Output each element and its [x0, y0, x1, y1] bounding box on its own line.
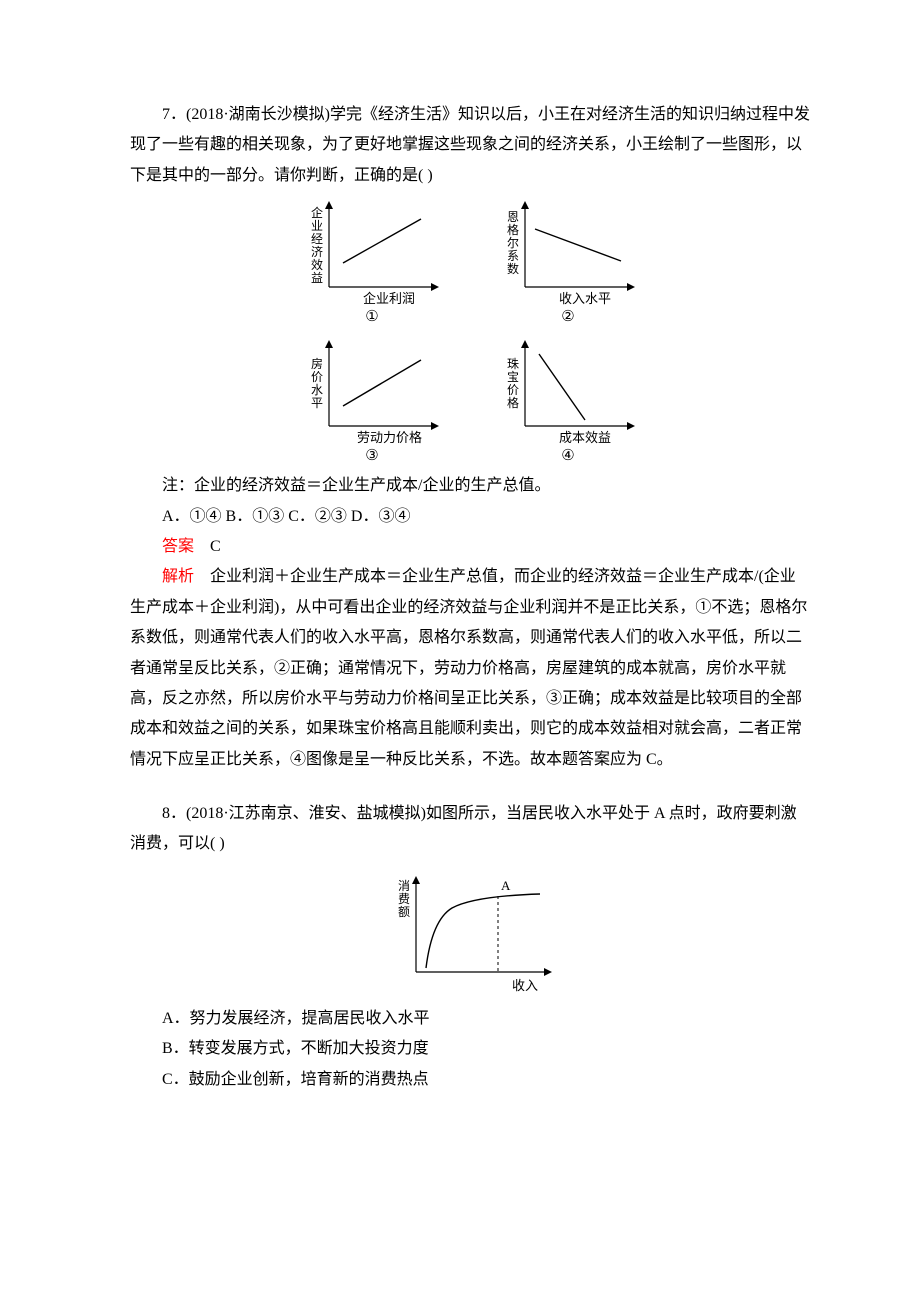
q7-c3-ylabel: 房价水平: [311, 356, 323, 410]
spacer: [130, 775, 810, 799]
q7-answer: C: [210, 538, 221, 555]
q7-chart-4: 珠宝价格 成本效益 ④: [488, 334, 648, 467]
page: 7．(2018·湖南长沙模拟)学完《经济生活》知识以后，小王在对经济生活的知识归…: [0, 0, 920, 1302]
q7-c3-xlabel: 劳动力价格: [357, 430, 422, 445]
q7-explain-text: 企业利润＋企业生产成本＝企业生产总值，而企业的经济效益＝企业生产成本/(企业生产…: [130, 568, 807, 767]
q7-c2-sub: ②: [561, 307, 574, 328]
q7-chart-3: 房价水平 劳动力价格 ③: [292, 334, 452, 467]
q7-stem: 7．(2018·湖南长沙模拟)学完《经济生活》知识以后，小王在对经济生活的知识归…: [130, 100, 810, 191]
q7-answer-line: 答案 C: [130, 532, 810, 562]
q8-optB: B．转变发展方式，不断加大投资力度: [130, 1034, 810, 1064]
q8-optA: A．努力发展经济，提高居民收入水平: [130, 1004, 810, 1034]
q8-xlabel: 收入: [512, 978, 538, 993]
q7-c3-sub: ③: [365, 446, 378, 467]
q7-note: 注：企业的经济效益＝企业生产成本/企业的生产总值。: [130, 471, 810, 501]
q7-c1-ylabel: 企业经济效益: [311, 205, 323, 285]
q7-answer-label: 答案: [162, 538, 194, 555]
q7-c4-xlabel: 成本效益: [559, 430, 611, 445]
q7-c2-xlabel: 收入水平: [559, 291, 611, 306]
q7-explain-label: 解析: [162, 568, 194, 585]
q8-point-A: A: [501, 878, 511, 893]
q7-c2-ylabel: 恩格尔系数: [507, 210, 519, 276]
q7-options: A．①④ B．①③ C．②③ D．③④: [130, 502, 810, 532]
q7-chart-2: 恩格尔系数 收入水平 ②: [488, 195, 648, 328]
q7-charts: 企业经济效益 企业利润 ① 恩格尔系数: [130, 195, 810, 467]
q8-chart: A 消费额 收入: [130, 868, 810, 998]
q7-chart-grid: 企业经济效益 企业利润 ① 恩格尔系数: [292, 195, 648, 467]
q7-chart-1: 企业经济效益 企业利润 ①: [292, 195, 452, 328]
q8-ylabel: 消费额: [398, 879, 410, 919]
q8-optC: C．鼓励企业创新，培育新的消费热点: [130, 1065, 810, 1095]
q7-c1-xlabel: 企业利润: [363, 291, 415, 306]
q8-stem: 8．(2018·江苏南京、淮安、盐城模拟)如图所示，当居民收入水平处于 A 点时…: [130, 799, 810, 860]
q7-c4-ylabel: 珠宝价格: [507, 357, 519, 410]
q7-c1-sub: ①: [365, 307, 378, 328]
q7-explain: 解析 企业利润＋企业生产成本＝企业生产总值，而企业的经济效益＝企业生产成本/(企…: [130, 562, 810, 775]
q7-c4-sub: ④: [561, 446, 574, 467]
